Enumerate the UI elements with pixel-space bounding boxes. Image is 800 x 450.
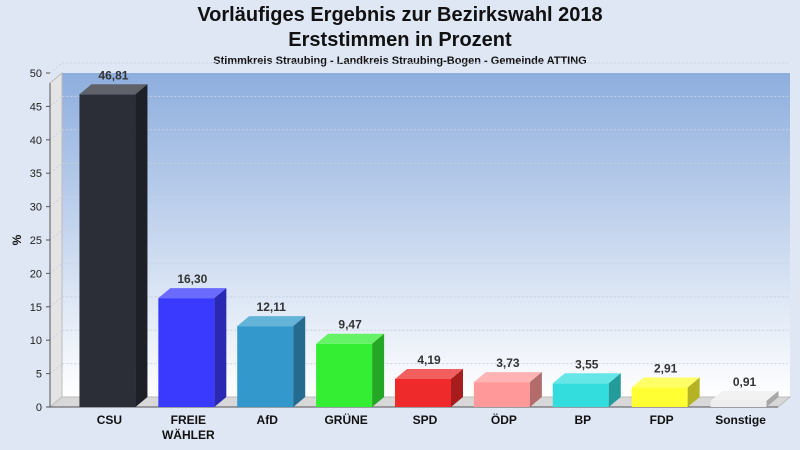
bar-side [214,288,227,407]
bar-side [293,316,306,407]
grid-line [49,62,790,74]
bar-front [79,94,136,407]
bar-fdp [631,377,700,407]
data-label: 12,11 [257,300,287,314]
y-tick-label: 45 [30,101,42,113]
bar-side [529,372,542,407]
bar-side [766,390,779,407]
y-tick-label: 20 [30,268,42,280]
x-tick-label: Sonstige [715,413,766,427]
data-label: 9,47 [338,318,362,332]
bar-afd [237,316,306,407]
left-wall [49,71,63,409]
x-tick-label: BP [574,413,591,427]
grid-line [49,363,790,374]
bar-bp [552,373,621,407]
x-tick-label: FDP [650,413,674,427]
bar-freie-wähler [158,288,227,407]
data-label: 46,81 [98,68,128,82]
grid-line [49,162,790,174]
bar-front [158,298,215,407]
bar-front [552,383,609,407]
y-tick-label: 40 [30,135,42,147]
y-tick-label: 50 [30,68,42,80]
bar-top [79,84,148,95]
data-label: 4,19 [417,353,441,367]
bar-front [237,326,294,407]
chart-subtitle-line: Erststimmen in Prozent [288,29,512,51]
bar-side [372,333,385,407]
bar-csu [79,84,148,407]
data-label: 16,30 [177,272,207,286]
grid-line [49,129,790,141]
chart-title: Vorläufiges Ergebnis zur Bezirkswahl 201… [197,4,603,26]
bar-front [473,382,530,407]
bar-top [631,377,700,388]
y-axis-label: % [10,234,24,245]
bar-side [135,84,148,407]
y-tick-label: 35 [30,168,42,180]
y-tick-label: 10 [30,335,42,347]
bar-front [710,400,767,407]
bar-front [316,343,373,407]
bar-front [631,387,688,407]
bar-side [608,373,621,407]
x-tick-label: FREIE WÄHLER [162,413,215,442]
bar-top [473,372,542,383]
bar-top [710,390,779,401]
bar-side [687,377,700,407]
grid-line [49,329,790,341]
x-tick-label: AfD [257,413,279,427]
bar-top [237,316,306,327]
grid-line [49,296,790,308]
bar-front [395,379,451,407]
bar-grüne [316,333,385,407]
data-label: 3,73 [496,356,520,370]
y-tick-label: 5 [36,369,42,381]
grid-line [49,229,790,241]
bar-top [552,373,621,384]
chart-subtitle: Stimmkreis Straubing - Landkreis Straubi… [213,55,587,67]
bar-spd [395,369,463,407]
y-tick-label: 25 [30,235,42,247]
x-tick-label: CSU [97,413,122,427]
grid-line [49,196,790,207]
bar-top [316,333,385,344]
bar-sonstige [710,390,779,407]
x-tick-label: ÖDP [491,412,517,427]
grid-line [49,262,790,274]
y-tick-label: 15 [30,302,42,314]
x-tick-label: SPD [413,413,438,427]
grid-line [49,95,790,107]
data-label: 0,91 [733,375,757,389]
y-tick-label: 0 [36,402,42,414]
data-label: 2,91 [654,362,678,376]
bar-ödp [473,372,542,407]
bar-top [158,288,227,299]
bar-top [395,369,463,380]
bar-side [451,369,463,407]
x-tick-label: GRÜNE [324,412,367,427]
data-label: 3,55 [575,357,599,371]
y-tick-label: 30 [30,202,42,214]
